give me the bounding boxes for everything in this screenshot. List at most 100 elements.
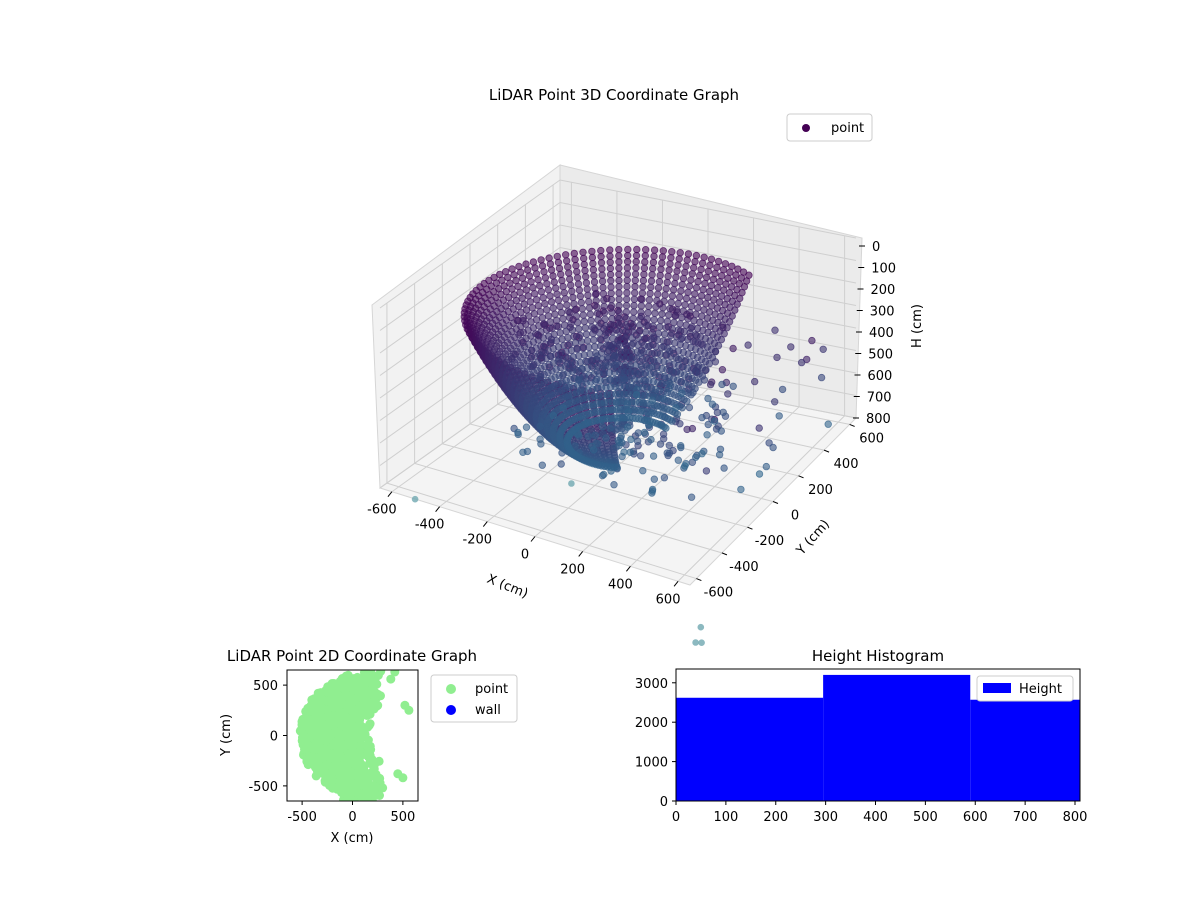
- point-marker: [623, 270, 631, 278]
- point-marker: [615, 295, 623, 303]
- point-marker: [541, 274, 550, 282]
- x-tick-mark: [530, 536, 536, 542]
- point-marker: [602, 434, 610, 442]
- point-marker: [632, 264, 640, 272]
- point-marker: [648, 329, 656, 337]
- point-marker: [681, 462, 689, 470]
- point-marker: [642, 328, 650, 336]
- x-tick-label-hist: 100: [713, 810, 738, 825]
- point-marker: [672, 273, 680, 281]
- point-marker: [560, 321, 569, 329]
- point-marker: [606, 424, 614, 432]
- point-marker: [547, 266, 556, 274]
- y-tick-label: -600: [704, 586, 734, 601]
- point-marker: [674, 299, 682, 308]
- point-marker: [597, 342, 605, 350]
- point-marker-2d: [355, 751, 365, 761]
- x-tick-label-hist: 400: [863, 810, 888, 825]
- point-marker: [702, 273, 711, 282]
- point-marker-2d: [316, 688, 326, 698]
- point-marker: [606, 270, 615, 279]
- point-marker: [665, 311, 673, 319]
- point-marker: [667, 254, 675, 262]
- point-marker: [564, 307, 572, 315]
- point-marker-2d: [368, 786, 378, 796]
- point-marker: [549, 272, 557, 280]
- point-marker: [608, 321, 617, 329]
- x-tick-mark: [435, 506, 441, 512]
- point-marker: [581, 266, 589, 275]
- point-marker: [649, 264, 657, 273]
- point-marker: [663, 278, 671, 287]
- point-marker-2d: [327, 749, 336, 759]
- point-marker: [588, 323, 596, 331]
- point-marker-2d: [313, 724, 323, 733]
- point-marker-2d: [355, 768, 365, 777]
- point-marker: [648, 487, 657, 495]
- point-marker: [729, 344, 737, 353]
- outlier-point: [568, 480, 575, 487]
- point-marker: [584, 432, 592, 440]
- point-marker: [640, 341, 648, 350]
- point-marker: [707, 255, 716, 263]
- point-marker-2d: [331, 687, 341, 697]
- point-marker-2d: [312, 715, 322, 725]
- point-marker: [819, 345, 827, 353]
- y-tick-label-hist: 3000: [635, 677, 668, 692]
- point-marker: [660, 435, 668, 443]
- x-tick-mark: [625, 566, 631, 572]
- point-marker: [692, 453, 700, 461]
- point-marker: [682, 321, 690, 329]
- point-marker: [684, 250, 693, 258]
- point-marker-2d: [306, 731, 316, 741]
- point-marker: [587, 316, 595, 325]
- point-marker: [574, 376, 583, 384]
- point-marker: [553, 252, 561, 261]
- point-marker: [682, 294, 691, 303]
- point-marker: [591, 284, 599, 292]
- point-marker: [631, 276, 639, 285]
- point-marker: [671, 312, 679, 320]
- point-marker: [631, 282, 639, 291]
- y-tick-label: 600: [859, 431, 884, 446]
- point-marker: [584, 291, 592, 299]
- x-tick-label: 400: [608, 577, 633, 592]
- point-marker: [647, 277, 656, 285]
- point-marker: [623, 282, 631, 291]
- point-marker: [703, 431, 711, 439]
- point-marker-2d: [307, 695, 317, 705]
- point-marker: [602, 328, 610, 336]
- point-marker: [650, 252, 658, 260]
- point-marker: [598, 271, 606, 279]
- point-marker: [622, 334, 630, 342]
- point-marker: [536, 282, 544, 290]
- point-marker: [634, 341, 642, 349]
- point-marker: [552, 284, 560, 292]
- point-marker: [704, 293, 712, 302]
- point-marker: [634, 429, 642, 437]
- y-tick-label-hist: 0: [660, 795, 668, 810]
- point-marker-2d: [341, 740, 351, 750]
- point-marker-2d: [398, 773, 408, 783]
- point-marker: [630, 308, 638, 316]
- y-tick-label: -200: [755, 534, 785, 549]
- point-marker: [778, 385, 787, 394]
- point-marker: [657, 265, 665, 273]
- point-marker: [562, 327, 570, 336]
- point-marker: [718, 380, 726, 389]
- point-marker-2d: [303, 703, 313, 713]
- point-marker: [702, 300, 710, 308]
- x-tick-label-hist: 600: [963, 810, 988, 825]
- point-marker: [661, 330, 669, 338]
- z-tick-label: 300: [870, 305, 895, 320]
- point-marker: [632, 391, 641, 399]
- point-marker: [627, 435, 635, 444]
- point-marker: [670, 318, 678, 327]
- point-marker: [575, 286, 584, 294]
- point-marker: [553, 290, 561, 298]
- point-marker-2d: [347, 677, 357, 687]
- point-marker: [658, 253, 667, 261]
- point-marker: [676, 248, 684, 257]
- point-marker: [534, 302, 543, 310]
- point-marker-2d: [386, 674, 396, 684]
